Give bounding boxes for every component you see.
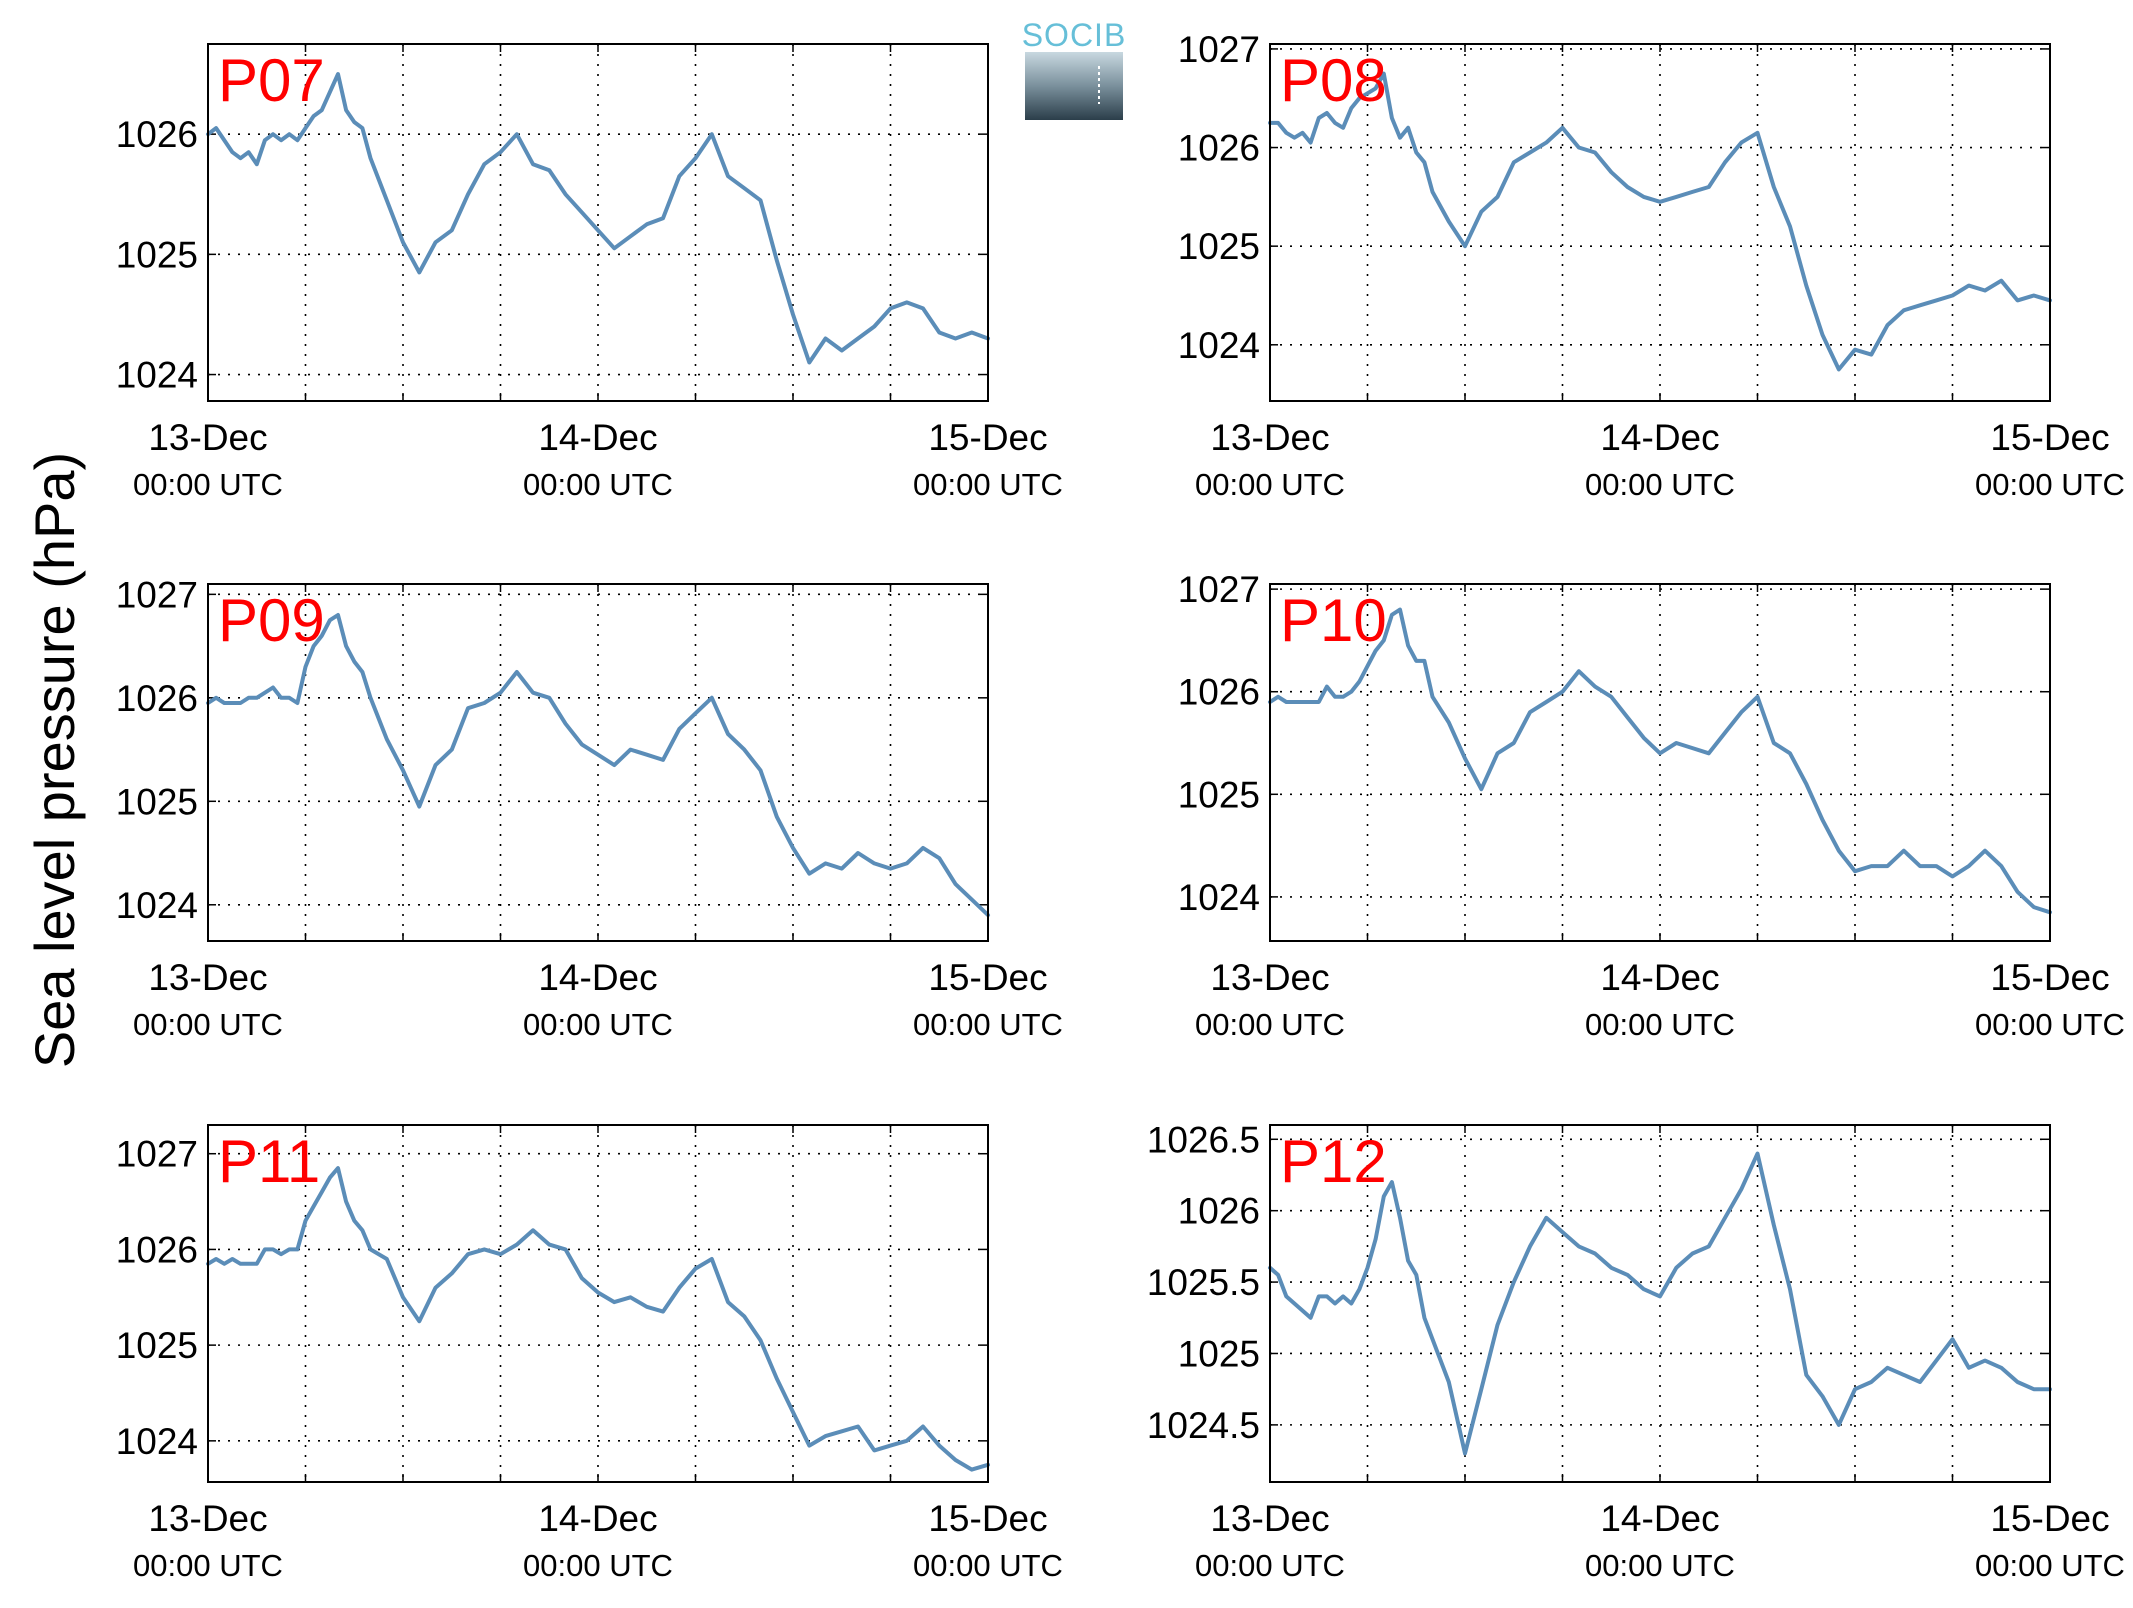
y-tick-label: 1026.5 bbox=[1147, 1119, 1260, 1160]
x-time-label: 00:00 UTC bbox=[1585, 1007, 1735, 1042]
y-tick-label: 1025.5 bbox=[1147, 1262, 1260, 1303]
x-date-label: 15-Dec bbox=[1990, 957, 2109, 998]
pressure-line bbox=[1268, 607, 2052, 915]
x-date-label: 13-Dec bbox=[1210, 1498, 1329, 1539]
y-tick-label: 1027 bbox=[1178, 569, 1260, 610]
plot-frame bbox=[207, 1124, 989, 1483]
panel-title: P08 bbox=[1280, 47, 1387, 114]
x-date-label: 14-Dec bbox=[538, 417, 657, 458]
y-tick-label: 1024.5 bbox=[1147, 1405, 1260, 1446]
y-tick-label: 1024 bbox=[116, 885, 198, 926]
y-tick-label: 1024 bbox=[1178, 325, 1260, 366]
x-time-label: 00:00 UTC bbox=[133, 467, 283, 502]
socib-logo: SOCIB bbox=[1022, 17, 1127, 120]
panel-p10: 1024 1025 1026 1027 13-Dec 00:00 UTC 14-Dec 00:… bbox=[1178, 569, 2125, 1042]
panel-p09: 1024 1025 1026 1027 13-Dec 00:00 UTC 14-Dec 00:… bbox=[116, 574, 1063, 1042]
x-time-label: 00:00 UTC bbox=[1975, 1548, 2125, 1583]
x-date-label: 13-Dec bbox=[148, 957, 267, 998]
y-tick-label: 1025 bbox=[116, 1325, 198, 1366]
x-date-label: 15-Dec bbox=[928, 417, 1047, 458]
logo-text: SOCIB bbox=[1022, 17, 1127, 53]
x-time-label: 00:00 UTC bbox=[1975, 1007, 2125, 1042]
logo-box bbox=[1025, 52, 1123, 120]
plot-frame bbox=[1269, 583, 2051, 942]
x-date-label: 14-Dec bbox=[538, 957, 657, 998]
y-tick-label: 1024 bbox=[1178, 877, 1260, 918]
x-date-label: 14-Dec bbox=[1600, 1498, 1719, 1539]
plot-frame bbox=[207, 583, 989, 942]
panel-p12: 1024.5 1025 1025.5 1026 1026.5 13-Dec 00:00 UT… bbox=[1147, 1119, 2125, 1583]
y-tick-label: 1025 bbox=[116, 234, 198, 275]
x-time-label: 00:00 UTC bbox=[913, 467, 1063, 502]
x-time-label: 00:00 UTC bbox=[523, 1548, 673, 1583]
x-date-label: 15-Dec bbox=[1990, 1498, 2109, 1539]
plot-frame bbox=[1269, 1124, 2051, 1483]
y-tick-label: 1027 bbox=[116, 574, 198, 615]
pressure-line bbox=[1268, 71, 2052, 372]
pressure-line bbox=[206, 1166, 990, 1472]
x-time-label: 00:00 UTC bbox=[133, 1007, 283, 1042]
y-tick-label: 1026 bbox=[1178, 1191, 1260, 1232]
panel-title: P11 bbox=[218, 1128, 320, 1195]
y-tick-label: 1024 bbox=[116, 355, 198, 396]
y-tick-label: 1026 bbox=[116, 1229, 198, 1270]
y-tick-label: 1026 bbox=[116, 678, 198, 719]
y-tick-label: 1025 bbox=[116, 781, 198, 822]
x-date-label: 15-Dec bbox=[928, 957, 1047, 998]
x-date-label: 13-Dec bbox=[1210, 417, 1329, 458]
x-time-label: 00:00 UTC bbox=[523, 1007, 673, 1042]
x-time-label: 00:00 UTC bbox=[133, 1548, 283, 1583]
pressure-line bbox=[206, 72, 990, 365]
x-time-label: 00:00 UTC bbox=[1585, 1548, 1735, 1583]
panel-title: P07 bbox=[218, 47, 325, 114]
y-tick-label: 1027 bbox=[1178, 29, 1260, 70]
pressure-line bbox=[1268, 1151, 2052, 1456]
x-date-label: 15-Dec bbox=[928, 1498, 1047, 1539]
y-tick-label: 1025 bbox=[1178, 774, 1260, 815]
panel-p11: 1024 1025 1026 1027 13-Dec 00:00 UTC 14-Dec 00:… bbox=[116, 1124, 1063, 1583]
x-date-label: 14-Dec bbox=[1600, 957, 1719, 998]
x-time-label: 00:00 UTC bbox=[523, 467, 673, 502]
y-tick-label: 1025 bbox=[1178, 1333, 1260, 1374]
x-date-label: 14-Dec bbox=[1600, 417, 1719, 458]
y-tick-label: 1026 bbox=[1178, 672, 1260, 713]
panel-p08: 1024 1025 1026 1027 13-Dec 00:00 UTC 14-Dec 00:… bbox=[1178, 29, 2125, 502]
x-time-label: 00:00 UTC bbox=[913, 1007, 1063, 1042]
y-tick-label: 1025 bbox=[1178, 226, 1260, 267]
y-axis-title: Sea level pressure (hPa) bbox=[23, 452, 86, 1068]
x-time-label: 00:00 UTC bbox=[913, 1548, 1063, 1583]
y-tick-label: 1024 bbox=[116, 1421, 198, 1462]
y-tick-label: 1026 bbox=[116, 114, 198, 155]
x-date-label: 13-Dec bbox=[1210, 957, 1329, 998]
x-time-label: 00:00 UTC bbox=[1195, 1548, 1345, 1583]
x-time-label: 00:00 UTC bbox=[1195, 467, 1345, 502]
x-time-label: 00:00 UTC bbox=[1195, 1007, 1345, 1042]
x-date-label: 13-Dec bbox=[148, 1498, 267, 1539]
plot-frame bbox=[207, 43, 989, 402]
x-date-label: 15-Dec bbox=[1990, 417, 2109, 458]
panel-title: P10 bbox=[1280, 587, 1387, 654]
panel-title: P12 bbox=[1280, 1128, 1387, 1195]
y-tick-label: 1027 bbox=[116, 1134, 198, 1175]
y-tick-label: 1026 bbox=[1178, 128, 1260, 169]
plot-frame bbox=[1269, 43, 2051, 402]
panel-title: P09 bbox=[218, 587, 325, 654]
x-time-label: 00:00 UTC bbox=[1585, 467, 1735, 502]
x-time-label: 00:00 UTC bbox=[1975, 467, 2125, 502]
x-date-label: 13-Dec bbox=[148, 417, 267, 458]
pressure-line bbox=[206, 613, 990, 918]
x-date-label: 14-Dec bbox=[538, 1498, 657, 1539]
panel-p07: 1024 1025 1026 13-Dec 00:00 UTC 14-Dec 00:00 U… bbox=[116, 43, 1063, 502]
